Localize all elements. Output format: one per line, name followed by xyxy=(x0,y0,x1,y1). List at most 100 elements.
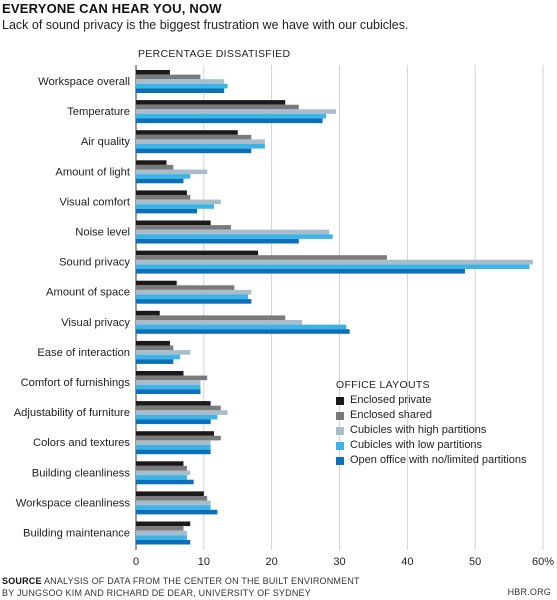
source-note: SOURCE ANALYSIS OF DATA FROM THE CENTER … xyxy=(2,575,360,599)
bar xyxy=(136,250,259,256)
bar xyxy=(136,350,191,355)
bar xyxy=(136,315,286,320)
bar xyxy=(136,178,184,184)
legend-title: OFFICE LAYOUTS xyxy=(336,379,430,391)
bar xyxy=(136,255,387,260)
bar xyxy=(136,208,198,214)
bar xyxy=(136,340,170,346)
tick-label: 0 xyxy=(133,556,139,568)
category-labels: Workspace overall Temperature Air quality A… xyxy=(14,76,131,540)
bar xyxy=(136,521,191,527)
legend-label: Enclosed shared xyxy=(350,409,432,421)
category-label: Visual privacy xyxy=(61,317,130,329)
bar xyxy=(136,470,191,476)
bar xyxy=(136,130,238,135)
bar xyxy=(136,83,228,89)
bar xyxy=(136,225,231,230)
credit: HBR.ORG xyxy=(507,587,551,597)
bar xyxy=(136,530,187,536)
source-line-1: ANALYSIS OF DATA FROM THE CENTER ON THE … xyxy=(43,576,360,586)
bar xyxy=(136,289,252,295)
category-label: Temperature xyxy=(67,106,130,118)
legend-label: Cubicles with high partitions xyxy=(350,424,487,436)
legend-label: Open office with no/limited partitions xyxy=(350,454,527,466)
chart-subtitle: Lack of sound privacy is the biggest fru… xyxy=(2,18,409,32)
category-label: Building cleanliness xyxy=(32,467,131,479)
bar xyxy=(136,148,252,154)
bar xyxy=(136,375,208,381)
category-label: Amount of light xyxy=(55,166,131,178)
source-label: SOURCE xyxy=(2,576,42,586)
bar xyxy=(136,440,211,445)
bar xyxy=(136,88,225,93)
bar xyxy=(136,139,265,144)
chart-title: EVERYONE CAN HEAR YOU, NOW xyxy=(2,1,222,16)
category-label: Air quality xyxy=(81,136,131,148)
category-label: Noise level xyxy=(75,227,130,239)
tick-label: 60% xyxy=(532,556,554,568)
bars xyxy=(136,70,533,545)
tick-label: 10 xyxy=(198,556,210,568)
bar xyxy=(136,229,330,235)
bar xyxy=(136,345,174,351)
bar xyxy=(136,269,465,274)
bar xyxy=(136,431,215,436)
bar xyxy=(136,199,221,205)
bar xyxy=(136,118,323,124)
category-label: Visual comfort xyxy=(59,196,131,208)
bar xyxy=(136,384,201,390)
legend-swatch xyxy=(336,397,344,405)
bar xyxy=(136,104,299,110)
bar xyxy=(136,491,204,496)
bar xyxy=(136,329,350,334)
bar xyxy=(136,496,208,501)
bar xyxy=(136,461,184,466)
bar xyxy=(136,505,211,510)
legend-swatch xyxy=(336,457,344,465)
bar xyxy=(136,238,299,244)
bar xyxy=(136,359,174,364)
bar xyxy=(136,465,187,471)
bar xyxy=(136,190,187,195)
bar xyxy=(136,526,184,531)
bar xyxy=(136,160,167,165)
bar xyxy=(136,500,211,506)
legend-items: Enclosed private Enclosed shared Cubicles … xyxy=(336,394,541,467)
legend-label: Enclosed private xyxy=(350,394,432,406)
bar xyxy=(136,539,191,545)
bar xyxy=(136,324,347,330)
bar xyxy=(136,220,211,226)
category-label: Colors and textures xyxy=(33,437,130,449)
bar xyxy=(136,449,211,455)
bar xyxy=(136,310,160,316)
category-label: Ease of interaction xyxy=(37,347,130,359)
bar xyxy=(136,70,170,75)
tick-label: 30 xyxy=(333,556,345,568)
bar xyxy=(136,410,228,415)
axis-title: PERCENTAGE DISSATISFIED xyxy=(138,48,291,60)
legend: OFFICE LAYOUTS Enclosed private Enclosed … xyxy=(336,379,541,469)
bar xyxy=(136,264,530,269)
bar xyxy=(136,204,215,209)
category-label: Workspace overall xyxy=(38,76,130,88)
legend-swatch xyxy=(336,442,344,450)
tick-label: 50 xyxy=(469,556,481,568)
category-label: Amount of space xyxy=(46,287,130,299)
bar xyxy=(136,169,208,175)
tick-labels: 0 10 20 30 40 50 60% xyxy=(133,556,554,568)
bar xyxy=(136,79,225,84)
bar xyxy=(136,475,187,480)
legend-item: Enclosed private xyxy=(336,394,541,407)
tick-label: 20 xyxy=(266,556,278,568)
legend-label: Cubicles with low partitions xyxy=(350,439,483,451)
bar xyxy=(136,294,248,300)
bar xyxy=(136,259,533,265)
bar xyxy=(136,401,211,406)
bar xyxy=(136,509,218,515)
bar xyxy=(136,380,201,385)
legend-item: Cubicles with low partitions xyxy=(336,439,541,452)
category-label: Workspace cleanliness xyxy=(16,497,131,509)
bar xyxy=(136,389,201,394)
bar xyxy=(136,100,286,105)
bar xyxy=(136,414,218,420)
